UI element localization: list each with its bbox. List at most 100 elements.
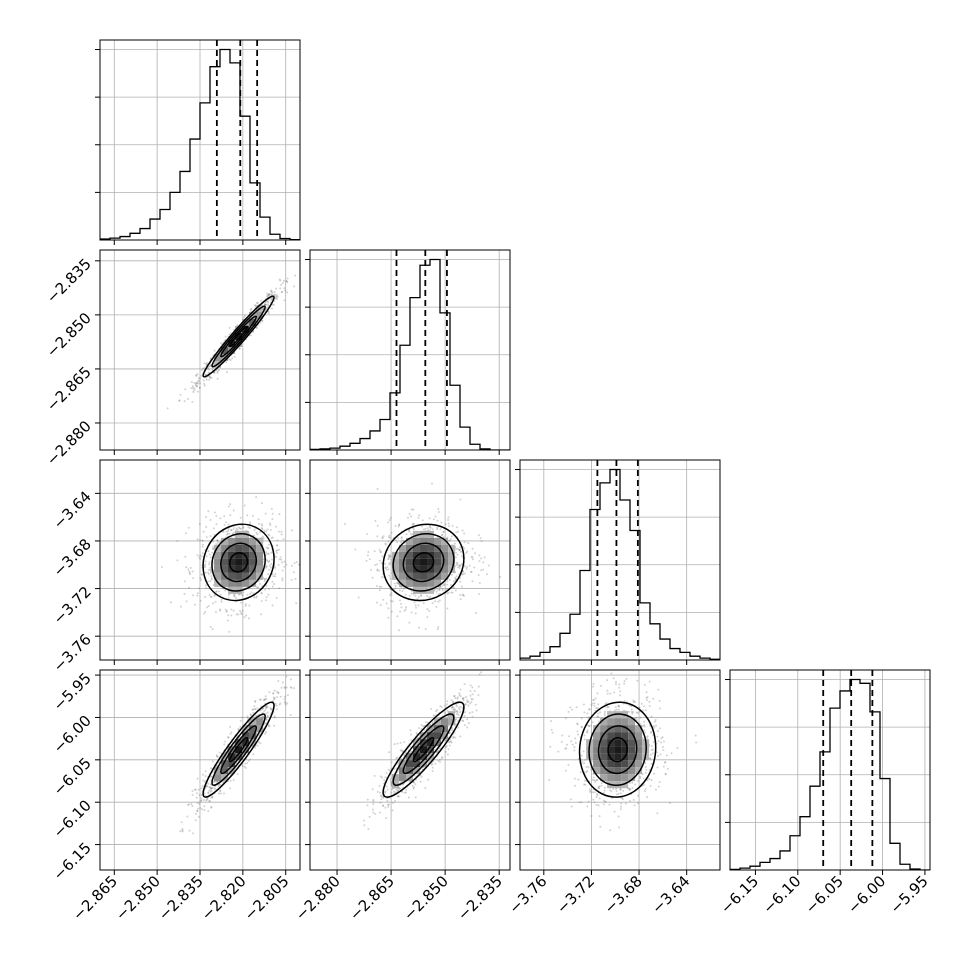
sample-point — [268, 560, 271, 563]
sample-point — [376, 535, 379, 538]
sample-point — [255, 302, 258, 305]
sample-point — [424, 628, 427, 631]
sample-point — [194, 812, 197, 815]
sample-point — [462, 594, 465, 597]
sample-point — [264, 303, 267, 306]
sample-point — [571, 708, 574, 711]
sample-point — [212, 547, 215, 550]
sample-point — [242, 591, 245, 594]
density-cell — [221, 760, 229, 768]
sample-point — [446, 607, 449, 610]
sample-point — [267, 303, 270, 306]
sample-point — [240, 593, 243, 596]
sample-point — [205, 526, 208, 529]
sample-point — [207, 571, 210, 574]
sample-point — [459, 735, 462, 738]
density-cell — [434, 579, 442, 587]
sample-point — [197, 807, 200, 810]
sample-point — [593, 791, 596, 794]
density-cell — [406, 767, 414, 775]
sample-point — [268, 293, 271, 296]
sample-point — [209, 365, 212, 368]
sample-point — [479, 537, 482, 540]
sample-point — [268, 564, 271, 567]
sample-point — [196, 810, 199, 813]
sample-point — [402, 587, 405, 590]
sample-point — [197, 815, 200, 818]
sample-point — [455, 713, 458, 716]
sample-point — [264, 512, 267, 515]
sample-point — [393, 792, 396, 795]
sample-point — [191, 385, 194, 388]
sample-point — [430, 482, 433, 485]
sample-point — [466, 726, 469, 729]
sample-point — [471, 556, 474, 559]
sample-point — [192, 386, 195, 389]
sample-point — [256, 744, 259, 747]
density-cell — [427, 746, 435, 754]
panel-frame — [309, 459, 511, 661]
sample-point — [422, 725, 425, 728]
y-tick-label: −3.76 — [50, 630, 95, 675]
sample-point — [465, 566, 468, 569]
sample-point — [267, 552, 270, 555]
sample-point — [195, 374, 198, 377]
sample-point — [385, 568, 388, 571]
sample-point — [438, 588, 441, 591]
sample-point — [379, 551, 382, 554]
sample-point — [387, 803, 390, 806]
density-cell — [392, 774, 400, 782]
density-cell — [249, 732, 257, 740]
density-cell — [228, 544, 236, 552]
sample-point — [195, 384, 198, 387]
sample-point — [254, 708, 257, 711]
sample-point — [209, 568, 212, 571]
sample-point — [466, 550, 469, 553]
sample-point — [289, 686, 292, 689]
sample-point — [462, 696, 465, 699]
sample-point — [203, 382, 206, 385]
sample-point — [217, 369, 220, 372]
sample-point — [244, 604, 247, 607]
density-cell — [406, 558, 414, 566]
sample-point — [460, 585, 463, 588]
sample-point — [286, 291, 289, 294]
sample-point — [387, 557, 390, 560]
sample-point — [441, 589, 444, 592]
density-cell — [399, 767, 407, 775]
sample-point — [461, 706, 464, 709]
sample-point — [246, 717, 249, 720]
histogram-2 — [520, 468, 720, 660]
sample-point — [203, 362, 206, 365]
sample-point — [255, 732, 258, 735]
sample-point — [187, 568, 190, 571]
x-tick-label: −2.850 — [112, 872, 164, 924]
sample-point — [478, 593, 481, 596]
sample-point — [440, 521, 443, 524]
histogram-1 — [310, 258, 510, 450]
sample-point — [271, 518, 274, 521]
sample-point — [384, 562, 387, 565]
sample-point — [463, 547, 466, 550]
sample-point — [456, 697, 459, 700]
sample-point — [169, 601, 172, 604]
density-cell — [235, 572, 243, 580]
density-cell — [441, 558, 449, 566]
sample-point — [371, 808, 374, 811]
sample-point — [208, 378, 211, 381]
sample-point — [290, 564, 293, 567]
sample-point — [400, 790, 403, 793]
sample-point — [179, 393, 182, 396]
sample-point — [217, 541, 220, 544]
sample-point — [209, 786, 212, 789]
sample-point — [205, 799, 208, 802]
sample-point — [273, 724, 276, 727]
sample-point — [271, 585, 274, 588]
density-cell — [235, 579, 243, 587]
sample-point — [414, 612, 417, 615]
density-cell — [448, 551, 456, 559]
sample-point — [279, 702, 282, 705]
sample-point — [241, 716, 244, 719]
contour-level-1 — [220, 725, 258, 775]
